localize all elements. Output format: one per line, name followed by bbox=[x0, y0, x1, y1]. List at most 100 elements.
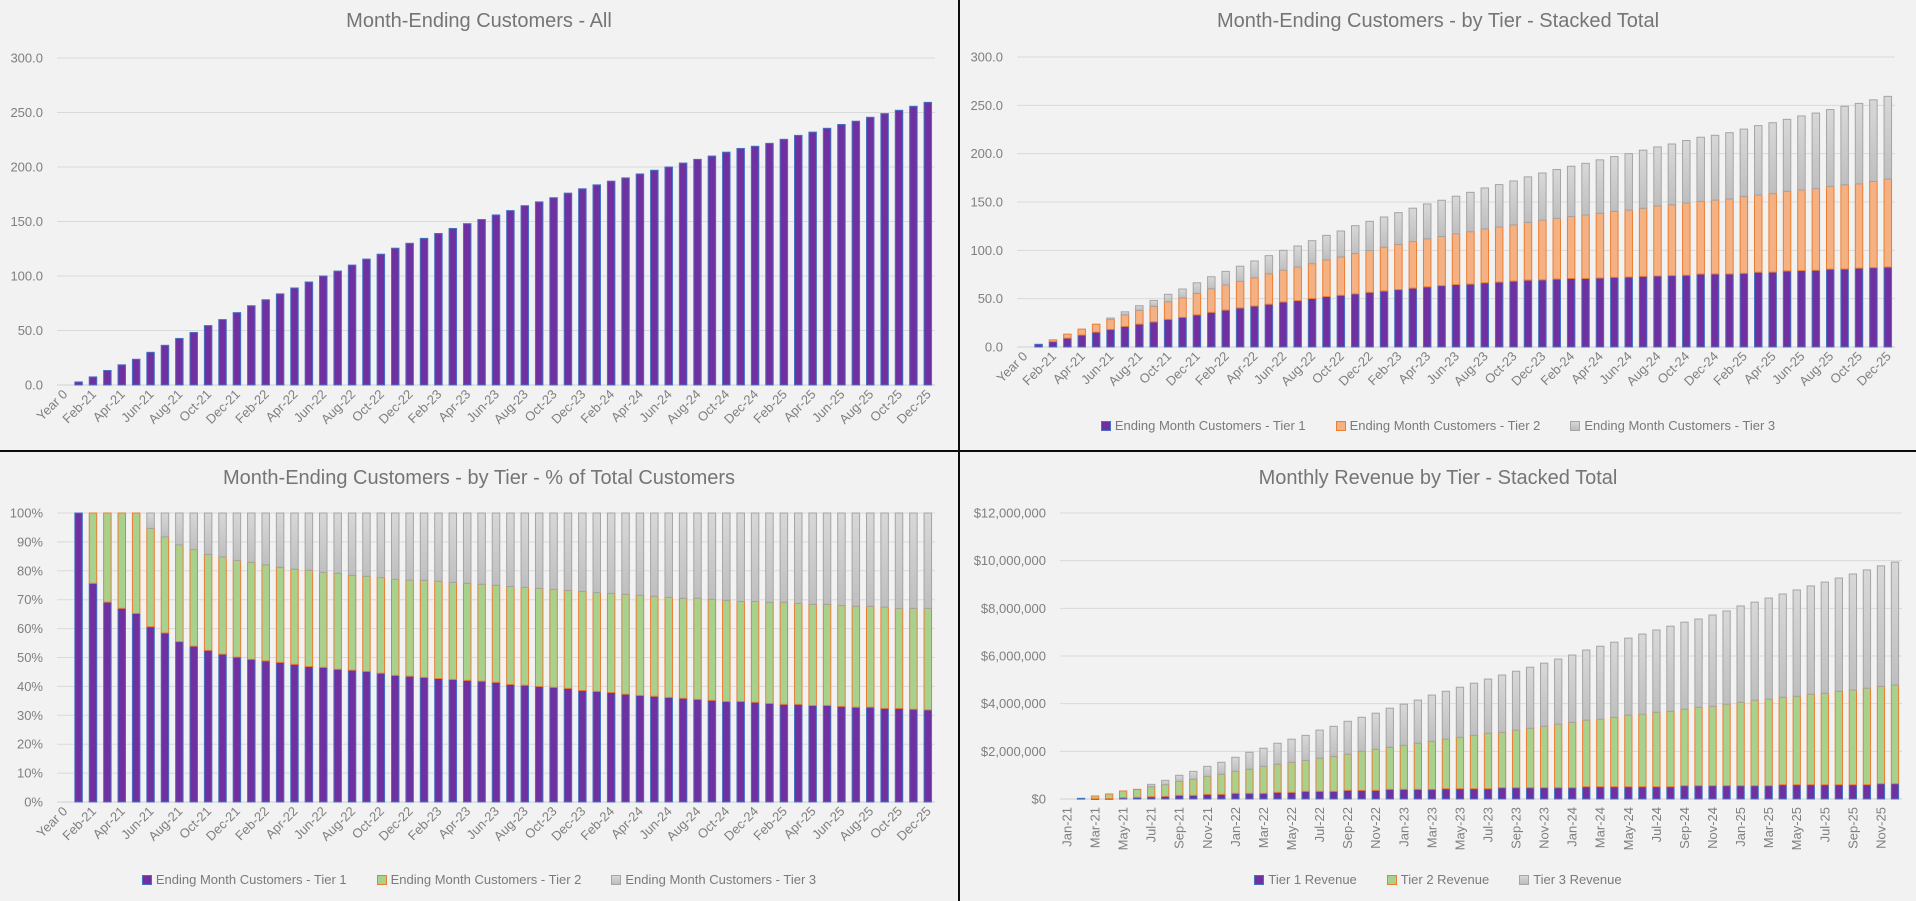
bar-segment-tier-3 bbox=[621, 512, 630, 595]
bar-segment-tier-3 bbox=[1437, 199, 1446, 237]
bar-segment-tier-3 bbox=[1264, 255, 1274, 275]
bar-segment-tier-1 bbox=[1365, 291, 1374, 348]
bar-segment-tier-3 bbox=[1427, 694, 1437, 742]
bar-segment-tier-3 bbox=[808, 512, 817, 605]
y-tick-label: 90% bbox=[17, 534, 43, 549]
legend-swatch-icon bbox=[1335, 420, 1346, 431]
bar-segment-tier-2 bbox=[1511, 729, 1521, 789]
bar-segment-tier-1 bbox=[1667, 275, 1677, 348]
y-tick-label: 40% bbox=[17, 679, 43, 694]
bar-segment-tier-3 bbox=[1725, 132, 1734, 200]
bar bbox=[491, 214, 501, 386]
bar-segment-tier-3 bbox=[1189, 770, 1198, 780]
bar-segment-tier-1 bbox=[1582, 786, 1591, 800]
bar-segment-tier-2 bbox=[218, 556, 227, 655]
bar-segment-tier-2 bbox=[491, 584, 501, 683]
legend-label: Ending Month Customers - Tier 1 bbox=[155, 872, 347, 887]
bar bbox=[347, 264, 357, 386]
bar-segment-tier-1 bbox=[160, 632, 170, 803]
bar-segment-tier-3 bbox=[1595, 159, 1605, 214]
bar-segment-tier-2 bbox=[1652, 711, 1661, 788]
bar-segment-tier-1 bbox=[1394, 289, 1403, 348]
x-tick-label: Jan-25 bbox=[1733, 807, 1748, 847]
bar-segment-tier-3 bbox=[1680, 621, 1689, 710]
bar-segment-tier-3 bbox=[1357, 716, 1366, 752]
bar-segment-tier-1 bbox=[1307, 297, 1317, 348]
bar-segment-tier-3 bbox=[1221, 270, 1230, 286]
bar-segment-tier-3 bbox=[1540, 662, 1549, 727]
chart-panel-revenue-by-tier: Monthly Revenue by Tier - Stacked Total … bbox=[960, 452, 1916, 901]
bar-segment-tier-2 bbox=[563, 589, 573, 689]
bar-segment-tier-1 bbox=[1245, 792, 1254, 800]
bar-segment-tier-1 bbox=[1596, 786, 1605, 800]
bar-segment-tier-3 bbox=[794, 512, 803, 604]
bar-segment-tier-3 bbox=[1666, 625, 1675, 712]
bar-segment-tier-3 bbox=[1764, 597, 1773, 700]
bar-segment-tier-1 bbox=[1315, 790, 1324, 800]
bar bbox=[880, 113, 889, 386]
bar-segment-tier-1 bbox=[1708, 785, 1717, 800]
bar-segment-tier-3 bbox=[462, 512, 472, 584]
bar-segment-tier-2 bbox=[1422, 238, 1432, 288]
bar-segment-tier-1 bbox=[923, 709, 933, 803]
bar-segment-tier-2 bbox=[1848, 689, 1858, 786]
bar-segment-tier-2 bbox=[1869, 180, 1878, 269]
bar-segment-tier-3 bbox=[1441, 690, 1451, 740]
bar-segment-tier-1 bbox=[477, 680, 486, 803]
bar-segment-tier-1 bbox=[1207, 311, 1216, 348]
chart-legend: Ending Month Customers - Tier 1 Ending M… bbox=[0, 872, 958, 887]
bar-segment-tier-1 bbox=[1610, 786, 1619, 800]
bar-segment-tier-2 bbox=[1538, 219, 1547, 281]
bar-segment-tier-2 bbox=[247, 561, 256, 660]
legend-swatch-icon bbox=[1386, 874, 1397, 885]
bar-segment-tier-3 bbox=[1279, 249, 1288, 271]
bar-segment-tier-3 bbox=[1399, 703, 1408, 746]
bar-segment-tier-3 bbox=[1638, 633, 1647, 715]
bar-segment-tier-3 bbox=[1739, 128, 1749, 197]
bar-segment-tier-2 bbox=[333, 572, 342, 670]
bar-segment-tier-1 bbox=[462, 679, 472, 803]
bar-segment-tier-2 bbox=[1596, 718, 1605, 788]
bar-segment-tier-2 bbox=[1708, 705, 1717, 787]
bar-segment-tier-2 bbox=[1725, 198, 1734, 275]
bar-segment-tier-3 bbox=[1538, 172, 1547, 221]
bar-segment-tier-1 bbox=[592, 690, 601, 803]
bar-segment-tier-2 bbox=[1106, 319, 1115, 330]
bar-segment-tier-2 bbox=[347, 574, 357, 671]
legend-label: Tier 3 Revenue bbox=[1533, 872, 1622, 887]
chart-panel-customers-by-tier-percent: Month-Ending Customers - by Tier - % of … bbox=[0, 452, 958, 901]
bar-segment-tier-1 bbox=[1091, 331, 1101, 348]
y-tick-label: 250.0 bbox=[970, 98, 1003, 113]
bar-segment-tier-1 bbox=[606, 691, 616, 803]
bar-segment-tier-3 bbox=[448, 512, 458, 583]
bar-segment-tier-1 bbox=[1178, 316, 1187, 348]
x-tick-label: Sep-23 bbox=[1509, 807, 1524, 849]
bar bbox=[261, 299, 270, 386]
bar-segment-tier-2 bbox=[1523, 221, 1533, 281]
bar-segment-tier-1 bbox=[678, 697, 688, 803]
bar-segment-tier-3 bbox=[1207, 276, 1216, 290]
bar-segment-tier-3 bbox=[405, 512, 414, 581]
bar-segment-tier-2 bbox=[1595, 212, 1605, 279]
bar-segment-tier-2 bbox=[1483, 732, 1493, 790]
bar-segment-tier-1 bbox=[693, 698, 702, 803]
bar bbox=[290, 287, 299, 386]
bar-segment-tier-3 bbox=[376, 512, 386, 579]
bar-segment-tier-2 bbox=[1778, 696, 1787, 786]
bar-segment-tier-1 bbox=[1624, 786, 1633, 800]
bar-segment-tier-1 bbox=[1509, 280, 1518, 348]
bar-segment-tier-2 bbox=[1385, 746, 1394, 790]
bar-segment-tier-1 bbox=[1883, 266, 1893, 348]
bar-segment-tier-3 bbox=[1834, 577, 1843, 692]
bar-segment-tier-3 bbox=[189, 512, 198, 551]
bar-segment-tier-1 bbox=[1336, 294, 1346, 348]
bar-segment-tier-1 bbox=[707, 699, 717, 803]
bar-segment-tier-1 bbox=[1301, 790, 1310, 800]
bar-segment-tier-2 bbox=[1163, 301, 1173, 320]
bar-segment-tier-2 bbox=[1680, 708, 1689, 787]
bar-segment-tier-1 bbox=[1680, 785, 1689, 800]
bar bbox=[146, 351, 155, 386]
bar-segment-tier-3 bbox=[1192, 282, 1202, 294]
bar-segment-tier-3 bbox=[1422, 203, 1432, 240]
bar-segment-tier-2 bbox=[1245, 768, 1254, 794]
